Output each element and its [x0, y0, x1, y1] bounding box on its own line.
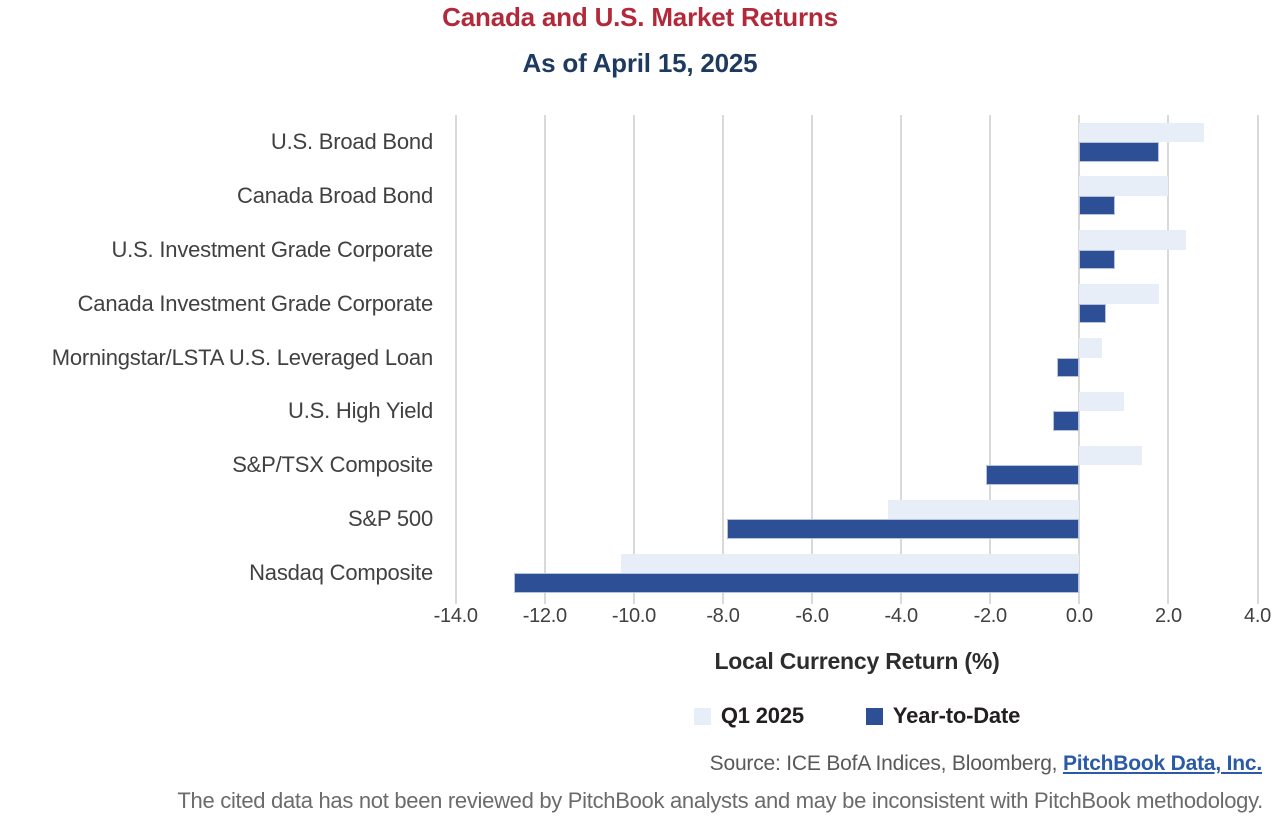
gridline--14: [454, 115, 457, 604]
bar-q1-2025-nasdaq-composite: [620, 553, 1080, 574]
category-label-canada-broad-bond: Canada Broad Bond: [237, 182, 433, 208]
gridline-4: [1256, 115, 1259, 604]
legend-swatch-year-to-date: [865, 707, 883, 725]
bar-year-to-date-morningstar-lsta-u-s-leveraged-loan: [1057, 357, 1080, 378]
source-note: Source: ICE BofA Indices, Bloomberg, Pit…: [709, 752, 1263, 776]
x-tick-label: -4.0: [884, 605, 919, 627]
category-label-u-s-investment-grade-corporate: U.S. Investment Grade Corporate: [111, 236, 433, 262]
x-tick-label: -10.0: [611, 605, 656, 627]
chart-subtitle: As of April 15, 2025: [522, 48, 758, 78]
gridline--8: [721, 115, 724, 604]
bar-year-to-date-canada-broad-bond: [1079, 195, 1115, 216]
source-text: Source: ICE BofA Indices, Bloomberg,: [709, 752, 1063, 775]
x-tick-label: 2.0: [1154, 605, 1182, 627]
disclaimer-text: The cited data has not been reviewed by …: [177, 788, 1263, 813]
bar-q1-2025-u-s-broad-bond: [1079, 122, 1205, 142]
bar-q1-2025-canada-broad-bond: [1079, 176, 1169, 196]
bar-year-to-date-s-p-500: [727, 519, 1080, 539]
legend-label-q1-2025: Q1 2025: [720, 703, 804, 728]
category-label-nasdaq-composite: Nasdaq Composite: [249, 560, 433, 586]
legend-item-q1-2025: Q1 2025: [693, 703, 804, 729]
legend-item-year-to-date: Year-to-Date: [865, 703, 1021, 729]
category-label-s-p-500: S&P 500: [347, 506, 433, 532]
bar-q1-2025-u-s-high-yield: [1079, 391, 1124, 412]
gridline--4: [900, 115, 903, 604]
category-label-s-p-tsx-composite: S&P/TSX Composite: [232, 452, 433, 478]
pitchbook-link[interactable]: PitchBook Data, Inc.: [1062, 752, 1262, 775]
bar-q1-2025-s-p-tsx-composite: [1079, 445, 1142, 466]
x-tick-label: -12.0: [522, 605, 567, 627]
bar-year-to-date-u-s-broad-bond: [1079, 142, 1160, 162]
x-tick-label: -2.0: [973, 605, 1008, 627]
chart-title: Canada and U.S. Market Returns: [442, 2, 838, 32]
gridline--2: [989, 115, 992, 604]
gridline--6: [811, 115, 814, 604]
gridline-0: [1078, 115, 1081, 604]
x-tick-label: 0.0: [1065, 605, 1093, 627]
bar-year-to-date-u-s-investment-grade-corporate: [1079, 249, 1115, 270]
category-label-morningstar-lsta-u-s-leveraged-loan: Morningstar/LSTA U.S. Leveraged Loan: [51, 344, 433, 370]
x-tick-label: 4.0: [1244, 605, 1271, 627]
x-tick-label: -6.0: [795, 605, 829, 627]
legend-label-year-to-date: Year-to-Date: [892, 703, 1021, 728]
bar-year-to-date-canada-investment-grade-corporate: [1079, 303, 1107, 324]
category-label-canada-investment-grade-corporate: Canada Investment Grade Corporate: [77, 290, 434, 316]
bar-year-to-date-nasdaq-composite: [513, 573, 1080, 593]
bar-q1-2025-s-p-500: [887, 499, 1080, 520]
x-tick-label: -14.0: [433, 605, 478, 627]
legend-swatch-q1-2025: [693, 707, 711, 725]
x-axis-title: Local Currency Return (%): [714, 648, 1000, 674]
category-label-u-s-broad-bond: U.S. Broad Bond: [270, 128, 433, 154]
bar-year-to-date-u-s-high-yield: [1052, 411, 1080, 431]
x-tick-label: -8.0: [706, 605, 740, 627]
legend: Q1 2025 Year-to-Date: [456, 703, 1258, 729]
bar-q1-2025-morningstar-lsta-u-s-leveraged-loan: [1079, 338, 1102, 358]
category-label-u-s-high-yield: U.S. High Yield: [288, 398, 433, 424]
gridline--10: [632, 115, 635, 604]
gridline-2: [1167, 115, 1170, 604]
bar-q1-2025-canada-investment-grade-corporate: [1079, 284, 1160, 304]
bar-year-to-date-s-p-tsx-composite: [985, 465, 1080, 485]
bar-q1-2025-u-s-investment-grade-corporate: [1079, 230, 1187, 250]
gridline--12: [543, 115, 546, 604]
